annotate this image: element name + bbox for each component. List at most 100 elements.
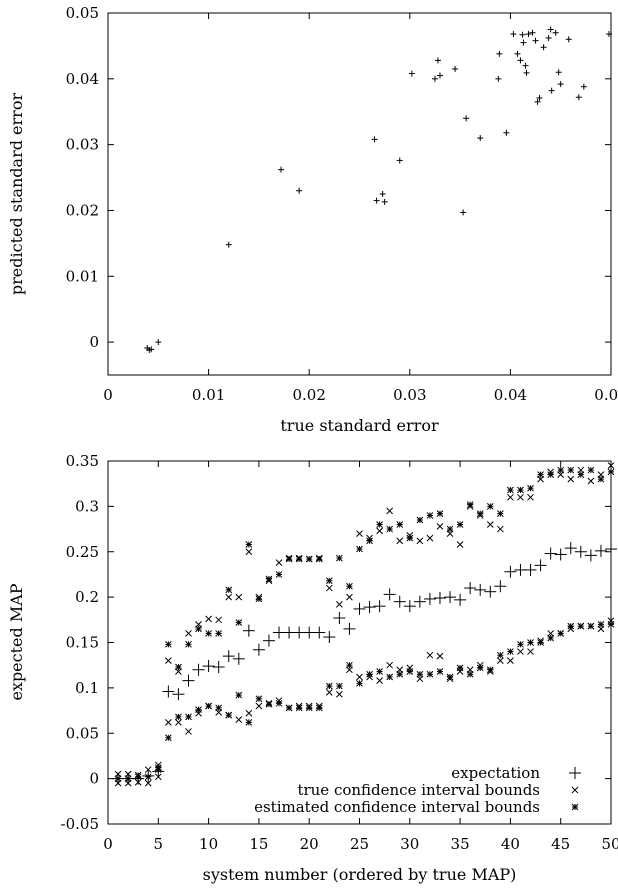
true-ci-point (144, 766, 152, 773)
estimated-ci-point (325, 577, 333, 585)
estimated-ci-point (175, 713, 182, 721)
true-ci-point (376, 677, 383, 684)
estimated-ci-point (557, 466, 565, 474)
estimated-ci-point (165, 640, 172, 648)
estimated-ci-point (577, 622, 585, 630)
expectation-point (192, 663, 205, 676)
estimated-ci-point (386, 525, 394, 533)
estimated-ci-point (124, 775, 132, 782)
data-point (557, 81, 564, 88)
estimated-ci-point (496, 651, 504, 659)
legend-entry-estimated-ci: estimated confidence interval bounds (254, 798, 579, 816)
estimated-ci-point (295, 704, 303, 712)
plot-bottom-xtick-label: 35 (451, 835, 470, 853)
estimated-ci-point (406, 668, 414, 675)
true-ci-point (336, 690, 343, 698)
true-ci-point (496, 525, 504, 533)
data-point (580, 83, 587, 90)
plot-bottom-ytick-label: 0.2 (75, 588, 99, 606)
expectation-point (293, 626, 306, 639)
estimated-ci-point (346, 661, 353, 669)
data-point (548, 87, 555, 94)
expectation-point (212, 661, 225, 674)
true-ci-point (386, 661, 394, 669)
expectation-point (383, 588, 396, 601)
data-point (517, 57, 524, 64)
plot-bottom-ylabel: expected MAP (7, 583, 26, 700)
estimated-ci-point (336, 682, 343, 690)
true-ci-point (376, 527, 383, 535)
legend-entry-true-ci: true confidence interval bounds (297, 781, 579, 799)
estimated-ci-point (466, 670, 474, 678)
true-ci-point (346, 593, 353, 601)
estimated-ci-point (396, 521, 404, 528)
plot-bottom-xtick-label: 20 (300, 835, 319, 853)
estimated-ci-point (527, 484, 534, 492)
data-point (477, 135, 484, 142)
true-ci-point (436, 652, 444, 660)
estimated-ci-point (476, 664, 484, 672)
expectation-point (413, 595, 426, 608)
estimated-ci-point (456, 664, 464, 672)
plot-top-xtick-label: 0.01 (192, 386, 225, 404)
expectation-point (504, 565, 517, 578)
data-point (532, 37, 539, 44)
plot-bottom-ytick-label: 0.35 (66, 452, 99, 470)
true-ci-point (175, 719, 182, 726)
estimated-ci-point (426, 512, 434, 519)
estimated-ci-point (436, 668, 444, 675)
plot-bottom-xtick-label: 15 (249, 835, 268, 853)
true-ci-point (396, 537, 404, 545)
estimated-ci-point (255, 695, 263, 703)
estimated-ci-point (486, 666, 494, 674)
expectation-point (464, 582, 477, 595)
estimated-ci-point (315, 704, 323, 712)
true-ci-point (325, 689, 333, 696)
true-ci-point (456, 541, 464, 548)
expectation-point (172, 688, 185, 701)
estimated-ci-point (325, 682, 333, 690)
expectation-point (252, 643, 265, 656)
expectation-point (373, 600, 386, 613)
estimated-ci-point (215, 704, 223, 712)
true-ci-point (507, 493, 514, 501)
estimated-ci-point (305, 555, 313, 563)
estimated-ci-point (346, 582, 353, 590)
plot-top-ytick-label: 0.03 (66, 136, 99, 154)
expectation-point (605, 543, 617, 556)
estimated-ci-point (446, 525, 454, 533)
estimated-ci-point (507, 648, 514, 655)
estimated-ci-point (305, 704, 313, 712)
plot-top: 0 0.01 0.02 0.03 0.04 0.05 0 0.01 0.02 0.03 0.04 0.… (7, 4, 618, 435)
estimated-ci-point (366, 537, 373, 545)
true-ci-point (517, 648, 524, 655)
estimated-ci-point (245, 541, 253, 548)
expectation-point (353, 602, 366, 615)
expectation-point (182, 674, 195, 687)
plot-bottom-ytick-label: 0.3 (75, 497, 99, 515)
estimated-ci-point (175, 663, 182, 671)
expectation-point (494, 580, 507, 593)
data-point (155, 339, 162, 346)
expectation-point (162, 685, 175, 698)
estimated-ci-point (144, 773, 152, 781)
true-ci-point (607, 462, 615, 469)
expectation-point (524, 563, 537, 576)
expectation-point (423, 592, 436, 605)
estimated-ci-point (356, 679, 363, 687)
expectation-point (474, 583, 487, 596)
true-ci-point (205, 615, 212, 623)
expectation-point (333, 611, 346, 624)
estimated-ci-point (195, 706, 202, 714)
true-ci-point (165, 719, 172, 726)
plot-bottom-ytick-label: 0.15 (66, 634, 99, 652)
estimated-ci-point (295, 555, 303, 563)
estimated-ci-point (315, 555, 323, 563)
estimated-ci-point (547, 634, 554, 642)
estimated-ci-point (114, 775, 122, 782)
true-ci-point (527, 493, 534, 501)
expectation-point (544, 547, 557, 560)
true-ci-point (325, 584, 333, 592)
data-point (525, 31, 532, 38)
